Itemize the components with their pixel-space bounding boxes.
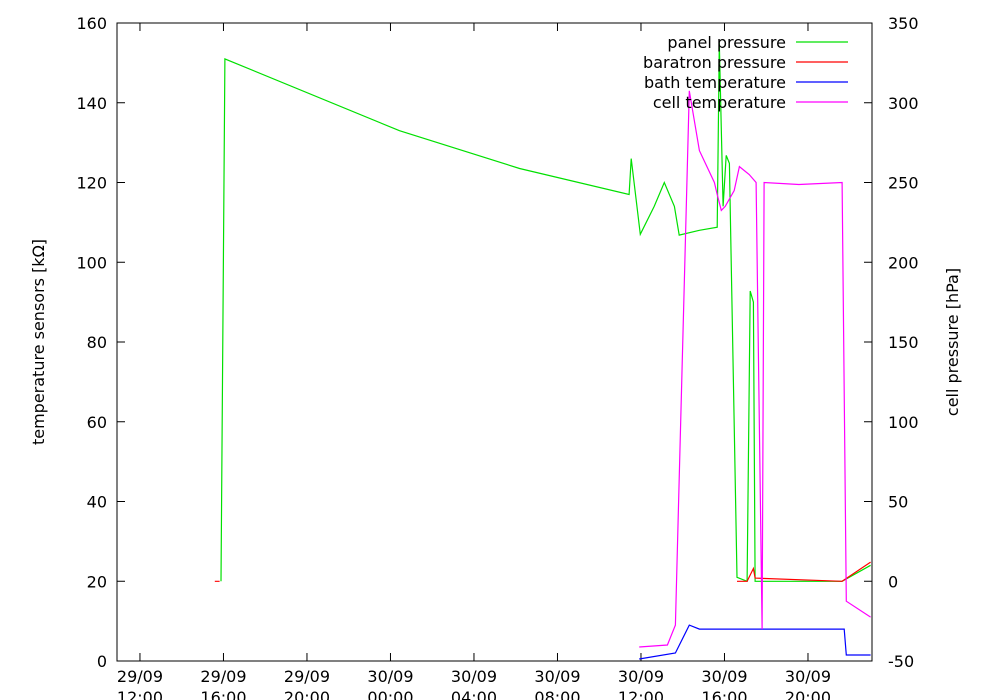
y2-tick-label: 0 <box>888 572 898 591</box>
y-tick-label: 20 <box>87 572 107 591</box>
y-tick-label: 0 <box>97 652 107 671</box>
y-tick-label: 100 <box>76 253 107 272</box>
y2-tick-label: 250 <box>888 174 919 193</box>
y-tick-label: 40 <box>87 493 107 512</box>
x-tick-label: 30/09 00:00 <box>367 667 413 700</box>
data-line <box>639 624 871 660</box>
y2-tick-label: 350 <box>888 14 919 33</box>
x-tick-label: 30/09 04:00 <box>451 667 497 700</box>
x-tick-label: 30/09 12:00 <box>618 667 664 700</box>
y2-tick-label: 100 <box>888 413 919 432</box>
y2-axis-label: cell pressure [hPa] <box>943 268 962 416</box>
data-line <box>214 561 871 582</box>
legend-label: baratron pressure <box>643 53 786 72</box>
legend-label: cell temperature <box>653 93 786 112</box>
y-tick-label: 160 <box>76 14 107 33</box>
data-line <box>220 42 871 583</box>
y-tick-label: 60 <box>87 413 107 432</box>
x-tick-label: 29/09 12:00 <box>117 667 163 700</box>
legend-label: bath temperature <box>644 73 786 92</box>
x-tick-label: 29/09 16:00 <box>200 667 246 700</box>
y-tick-label: 80 <box>87 333 107 352</box>
x-tick-label: 30/09 20:00 <box>785 667 831 700</box>
legend-label: panel pressure <box>667 33 786 52</box>
x-tick-label: 29/09 20:00 <box>284 667 330 700</box>
data-line <box>639 90 871 648</box>
y-axis-label: temperature sensors [kΩ] <box>29 239 48 445</box>
y2-tick-label: -50 <box>888 652 914 671</box>
y-tick-label: 120 <box>76 174 107 193</box>
y2-tick-label: 200 <box>888 253 919 272</box>
y2-tick-label: 150 <box>888 333 919 352</box>
x-tick-label: 30/09 08:00 <box>534 667 580 700</box>
y2-tick-label: 300 <box>888 94 919 113</box>
y-tick-label: 140 <box>76 94 107 113</box>
y2-tick-label: 50 <box>888 493 908 512</box>
x-tick-label: 30/09 16:00 <box>701 667 747 700</box>
